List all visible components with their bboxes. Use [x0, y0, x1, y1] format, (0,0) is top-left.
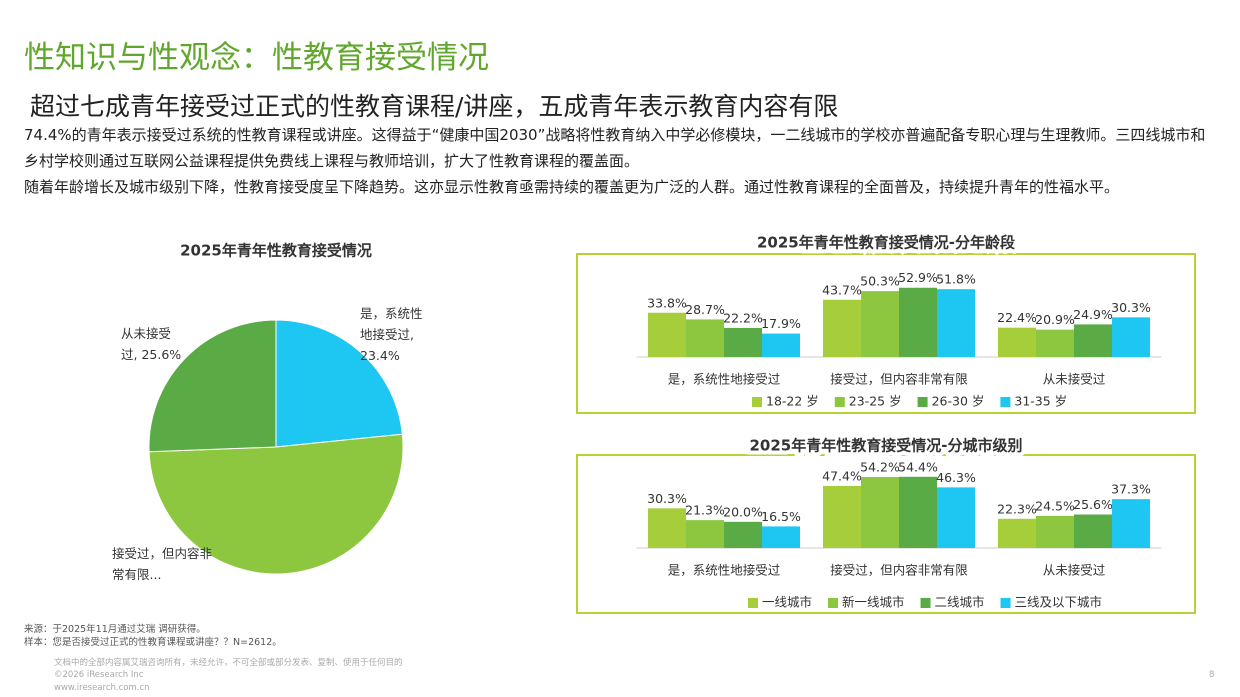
bar — [998, 327, 1036, 357]
value-label: 30.3% — [1111, 300, 1151, 315]
bar — [899, 476, 937, 548]
legend-label: 31-35 岁 — [1014, 394, 1067, 409]
value-label: 51.8% — [936, 272, 976, 287]
x-tick-label: 从未接受过 — [1043, 563, 1106, 578]
pie-slice — [148, 433, 404, 575]
bar — [998, 518, 1036, 548]
paragraph: 随着年龄增长及城市级别下降，性教育接受度呈下降趋势。这亦显示性教育亟需持续的覆盖… — [24, 178, 1120, 196]
value-label: 47.4% — [822, 468, 862, 483]
bar — [899, 287, 937, 357]
chart-frame — [576, 253, 1196, 414]
website: www.iresearch.com.cn — [54, 683, 150, 693]
bar — [762, 333, 800, 357]
paragraph: 74.4%的青年表示接受过系统的性教育课程或讲座。这得益于“健康中国2030”战… — [24, 126, 1206, 170]
bar — [861, 291, 899, 357]
value-label: 21.3% — [685, 503, 725, 518]
bar — [1074, 514, 1112, 548]
page-number: 8 — [1209, 670, 1215, 680]
legend-swatch — [834, 397, 845, 407]
value-label: 20.0% — [723, 504, 763, 519]
bar — [648, 508, 686, 548]
bar — [1074, 324, 1112, 357]
x-tick-label: 接受过，但内容非常有限 — [830, 563, 968, 578]
bar — [686, 520, 724, 548]
legend-swatch — [917, 397, 928, 407]
disclaimer: 文档中的全部内容属艾瑞咨询所有，未经允许，不可全部或部分发表、复制、使用于任何目… — [54, 658, 403, 668]
value-label: 43.7% — [822, 282, 862, 297]
value-label: 22.2% — [723, 310, 763, 325]
chart-title: 2025年青年性教育接受情况-分城市级别 — [750, 437, 1023, 455]
legend-label: 18-22 岁 — [766, 394, 819, 409]
pie-slice — [275, 319, 403, 448]
sample: 样本：您是否接受过正式的性教育课程或讲座？？N=2612。 — [24, 637, 282, 648]
legend-swatch — [752, 397, 762, 407]
legend-swatch — [920, 598, 931, 608]
chart-title: 2025年青年性教育接受情况-分年龄段 — [757, 234, 1015, 252]
value-label: 22.3% — [997, 501, 1037, 516]
value-label: 54.2% — [860, 460, 900, 475]
legend-swatch — [748, 598, 758, 608]
value-label: 24.9% — [1073, 307, 1113, 322]
x-tick-label: 从未接受过 — [1043, 372, 1106, 387]
legend-label: 二线城市 — [935, 595, 985, 610]
value-label: 50.3% — [860, 274, 900, 289]
chart-frame — [576, 454, 1196, 614]
bar — [937, 487, 975, 548]
value-label: 33.8% — [647, 295, 687, 310]
value-label: 52.9% — [898, 270, 938, 285]
pie-label: 是，系统性地接受过, 23.4% — [360, 306, 423, 363]
bar — [1036, 329, 1074, 357]
value-label: 22.4% — [997, 310, 1037, 325]
legend-label: 新一线城市 — [842, 595, 905, 610]
legend-swatch — [828, 598, 839, 608]
subtitle: 超过七成青年接受过正式的性教育课程/讲座，五成青年表示教育内容有限 — [30, 92, 839, 121]
value-label: 25.6% — [1073, 497, 1113, 512]
bar — [724, 521, 762, 548]
value-label: 54.4% — [898, 459, 938, 474]
pie-label: 从未接受过, 25.6% — [121, 326, 182, 362]
bar — [823, 299, 861, 357]
bar — [686, 319, 724, 357]
value-label: 17.9% — [761, 316, 801, 331]
value-label: 24.5% — [1035, 498, 1075, 513]
bar — [1036, 515, 1074, 548]
legend-label: 三线及以下城市 — [1015, 595, 1103, 610]
value-label: 30.3% — [647, 491, 687, 506]
x-tick-label: 接受过，但内容非常有限 — [830, 372, 968, 387]
value-label: 46.3% — [936, 470, 976, 485]
x-tick-label: 是，系统性地接受过 — [668, 372, 781, 387]
value-label: 20.9% — [1035, 312, 1075, 327]
legend-label: 一线城市 — [762, 595, 812, 610]
bar — [648, 312, 686, 357]
bar — [762, 526, 800, 548]
chart-title: 2025年青年性教育接受情况 — [180, 242, 372, 260]
source: 来源：于2025年11月通过艾瑞 调研获得。 — [24, 624, 206, 635]
value-label: 16.5% — [761, 509, 801, 524]
value-label: 28.7% — [685, 302, 725, 317]
legend-swatch — [1000, 397, 1011, 407]
legend-label: 26-30 岁 — [932, 394, 985, 409]
x-tick-label: 是，系统性地接受过 — [668, 563, 781, 578]
bar — [861, 477, 899, 548]
bar — [823, 485, 861, 548]
bar — [937, 289, 975, 357]
pie-label: 接受过，但内容非常有限... — [112, 546, 213, 582]
legend-swatch — [1000, 598, 1011, 608]
copyright: ©2026 iResearch Inc — [54, 670, 144, 680]
page-title: 性知识与性观念：性教育接受情况 — [24, 40, 489, 76]
bar — [1112, 317, 1150, 357]
bar — [1112, 499, 1150, 548]
pie-slice — [148, 319, 277, 453]
legend-label: 23-25 岁 — [849, 394, 902, 409]
value-label: 37.3% — [1111, 482, 1151, 497]
body-text: 74.4%的青年表示接受过系统的性教育课程或讲座。这得益于“健康中国2030”战… — [24, 122, 1214, 200]
bar — [724, 327, 762, 357]
